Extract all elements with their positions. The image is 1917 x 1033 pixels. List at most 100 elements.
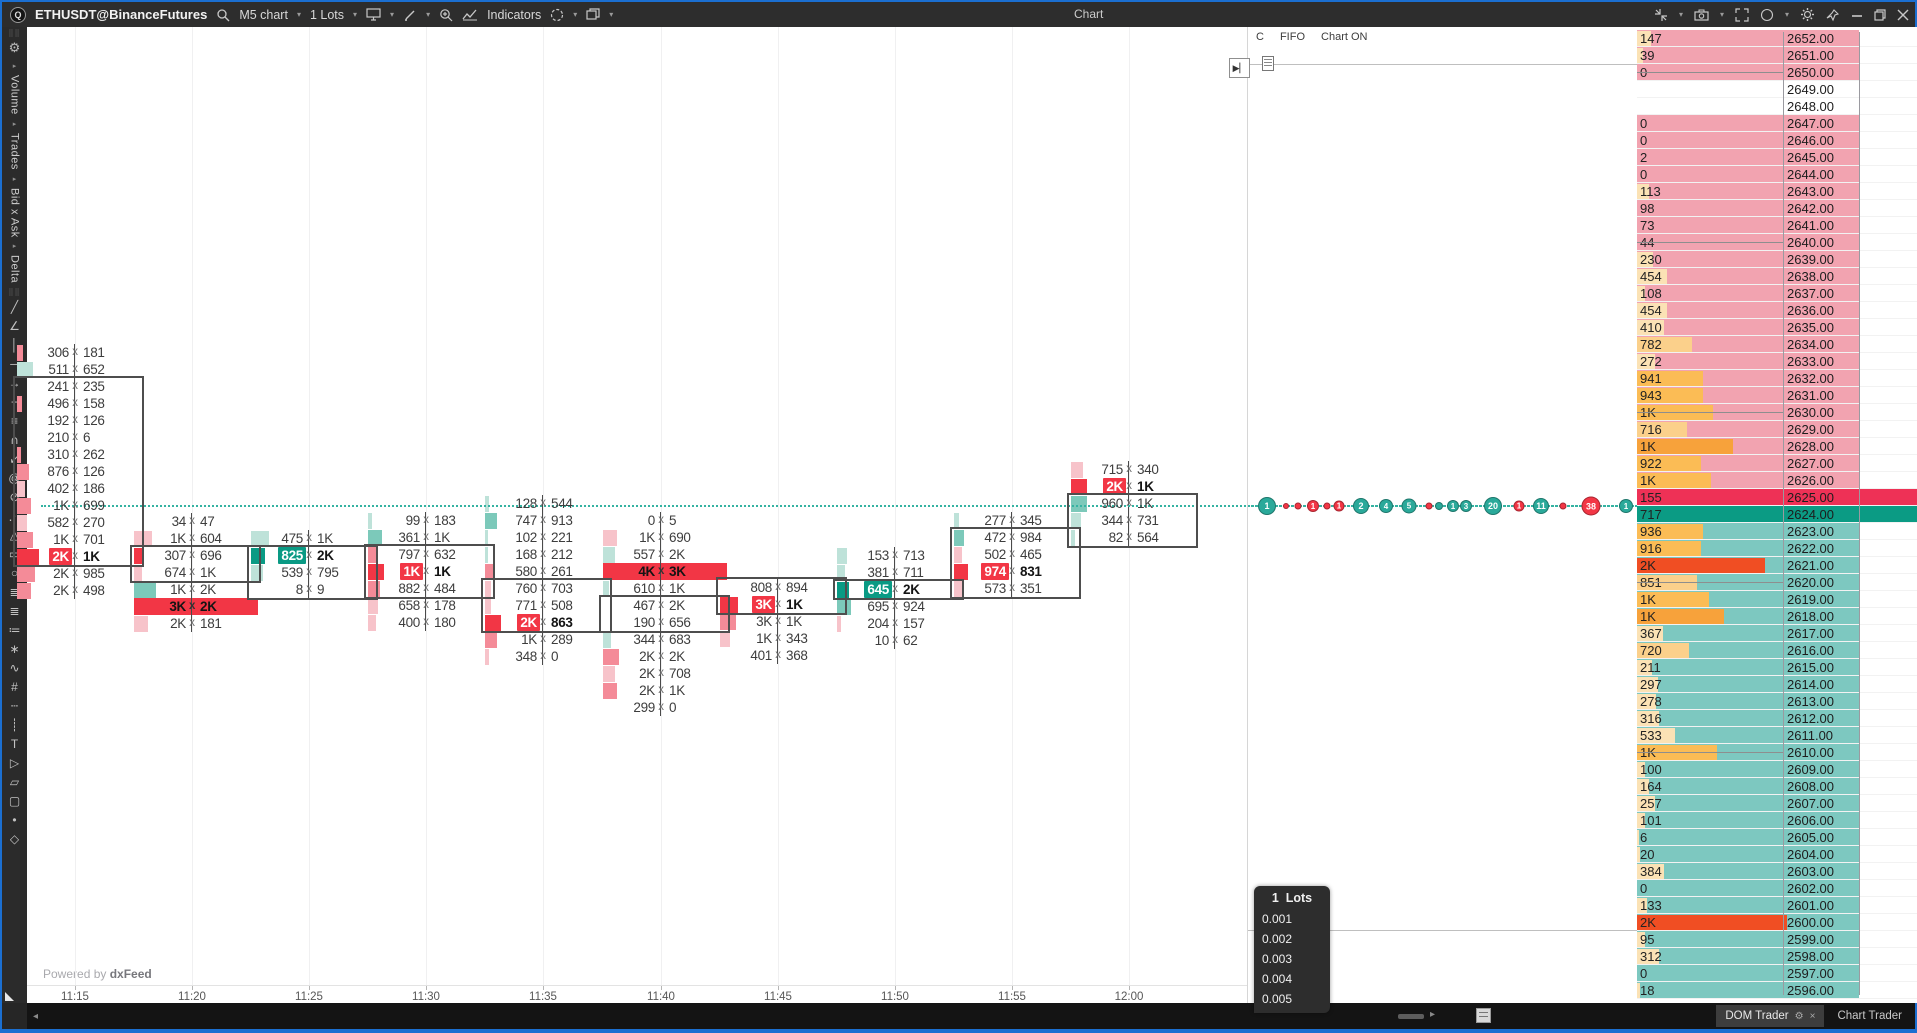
trade-volume-bubble[interactable]: 1 [1333,500,1345,512]
ellipse-tool[interactable]: ○ [10,566,19,581]
trade-volume-bubble[interactable]: 1 [1619,499,1633,513]
dom-price-row[interactable]: 44 2640.00 [1637,234,1917,251]
tag-tool[interactable]: ▷ [9,756,20,771]
search-icon[interactable] [216,8,230,22]
lots-option[interactable]: 0.004 [1262,972,1293,986]
dom-price-row[interactable]: 113 2643.00 [1637,183,1917,200]
trade-volume-bubble[interactable]: 4 [1379,499,1393,513]
dom-price-row[interactable]: 95 2599.00 [1637,931,1917,948]
dom-price-row[interactable]: 108 2637.00 [1637,285,1917,302]
footprint-cluster[interactable]: 34 x 47 1K x 604 307 x 696 674 x 1K 1K x 2K 3K x 2K 2K x 181 [130,513,261,632]
trade-volume-bubble[interactable] [1283,503,1289,509]
trade-volume-bubble[interactable]: 1 [1447,500,1459,512]
dom-price-row[interactable]: 782 2634.00 [1637,336,1917,353]
lots-option[interactable]: 0.003 [1262,952,1293,966]
dom-price-row[interactable]: 100 2609.00 [1637,761,1917,778]
dom-price-row[interactable]: 18 2596.00 [1637,982,1917,999]
lots-menu[interactable]: 1 Lots 0.001 0.002 0.003 0.004 0.005 [1254,886,1330,1013]
dom-price-row[interactable]: 2648.00 [1637,98,1917,115]
footprint-cluster[interactable]: 277 x 345 472 x 984 502 x 465 974 x 831 573 x 351 [950,512,1081,599]
trend-line-tool[interactable]: ╱ [10,300,19,315]
dotted-col-tool[interactable]: ┊ [10,718,19,733]
lots-option[interactable]: 0.001 [1262,912,1293,926]
dom-price-row[interactable]: 2K 2621.00 [1637,557,1917,574]
dom-price-row[interactable]: 278 2613.00 [1637,693,1917,710]
trade-volume-bubble[interactable]: 1 [1513,500,1525,512]
monitor-caret-icon[interactable]: ▾ [390,10,395,19]
settings-gear-icon[interactable] [1800,7,1815,22]
horizontal-line-tool[interactable]: ─ [10,357,19,372]
sidebar-section-bid-x-ask[interactable]: Bid x Ask [8,187,21,238]
trade-volume-bubble[interactable]: 1 [1307,500,1319,512]
trade-volume-bubble[interactable]: 11 [1533,498,1549,514]
dom-price-row[interactable]: 2K 2600.00 [1637,914,1917,931]
section-expand-icon[interactable]: ▸ [12,175,17,183]
dom-price-row[interactable]: 312 2598.00 [1637,948,1917,965]
trade-volume-bubble[interactable] [1559,502,1567,510]
section-expand-icon[interactable]: ▸ [12,120,17,128]
angle-tool[interactable]: ∠ [9,319,20,334]
close-button[interactable] [1897,9,1909,21]
lots-caret-icon[interactable]: ▾ [353,10,358,19]
fullscreen-icon[interactable] [1735,7,1749,22]
footprint-cluster[interactable]: 153 x 713 381 x 711 645 x 2K 695 x 924 204 x 157 10 x 62 [833,547,964,649]
toolbar-drag-handle[interactable]: ⣿⣿ [8,30,21,37]
dom-price-row[interactable]: 922 2627.00 [1637,455,1917,472]
footprint-cluster[interactable]: 0 x 5 1K x 690 557 x 2K 4K x 3K 610 x 1K 467 x 2K 190 x 656 3… [599,512,730,716]
dom-price-row[interactable]: 367 2617.00 [1637,625,1917,642]
dom-price-row[interactable]: 0 2646.00 [1637,132,1917,149]
ticks-tool[interactable]: # [11,680,18,695]
dom-price-row[interactable]: 101 2606.00 [1637,812,1917,829]
dom-price-row[interactable]: 1K 2610.00 [1637,744,1917,761]
dom-price-row[interactable]: 454 2638.00 [1637,268,1917,285]
dom-price-row[interactable]: 720 2616.00 [1637,642,1917,659]
dom-price-row[interactable]: 943 2631.00 [1637,387,1917,404]
dom-price-row[interactable]: 297 2614.00 [1637,676,1917,693]
dom-price-row[interactable]: 1K 2630.00 [1637,404,1917,421]
pencil-caret-icon[interactable]: ▾ [426,10,431,19]
layers-caret-icon[interactable]: ▾ [609,10,614,19]
lots-select[interactable]: 1 Lots [309,7,345,22]
dashed-circle-icon[interactable] [550,8,564,22]
minimize-button[interactable] [1851,9,1863,21]
footprint-cluster[interactable]: 475 x 1K 825 x 2K 539 x 795 8 x 9 [247,530,378,600]
dom-price-row[interactable]: 164 2608.00 [1637,778,1917,795]
camera-caret-icon[interactable]: ▾ [1719,10,1724,19]
theme-circle-icon[interactable] [1760,8,1774,22]
camera-icon[interactable] [1694,9,1709,21]
dom-price-row[interactable]: 133 2601.00 [1637,897,1917,914]
theme-caret-icon[interactable]: ▾ [1784,10,1789,19]
dom-price-row[interactable]: 2 2645.00 [1637,149,1917,166]
dom-price-row[interactable]: 0 2602.00 [1637,880,1917,897]
text-tool[interactable]: T [10,737,19,752]
footprint-cluster[interactable]: 128 x 544 747 x 913 102 x 221 168 x 212 580 x 261 760 x 7… [481,495,612,665]
trade-volume-bubble[interactable]: 2 [1353,498,1369,514]
dom-price-row[interactable]: 717 2624.00 [1637,506,1917,523]
dom-price-row[interactable]: 98 2642.00 [1637,200,1917,217]
scrollbar-thumb[interactable] [1398,1014,1424,1019]
footprint-cluster[interactable]: 306 x 181 511 x 652 241 x 235 496 x 158 192 x 126 210 x 6… [13,344,144,599]
dom-ladder[interactable]: 1472652.00392651.0002650.002649.002648.0… [1637,27,1917,1003]
section-expand-icon[interactable]: ▸ [12,243,17,251]
trade-volume-bubble[interactable]: 5 [1401,498,1417,514]
sidebar-section-volume[interactable]: Volume [8,75,21,115]
pin-icon[interactable] [1826,8,1840,22]
dom-price-row[interactable]: 1K 2626.00 [1637,472,1917,489]
dom-price-row[interactable]: 1K 2628.00 [1637,438,1917,455]
dom-price-row[interactable]: 936 2623.00 [1637,523,1917,540]
panel-grid-icon[interactable] [1476,1008,1491,1023]
dom-price-row[interactable]: 0 2597.00 [1637,965,1917,982]
app-logo[interactable]: Q [10,6,26,23]
trade-volume-bubble[interactable]: 3 [1460,500,1472,512]
dom-price-row[interactable]: 155 2625.00 [1637,489,1917,506]
dom-price-row[interactable]: 716 2629.00 [1637,421,1917,438]
chart-trader-panel[interactable]: C FIFO Chart ON 1 Lots 0.001 0.002 0.003 0.00… [1247,27,1637,1013]
dotted-rect-tool[interactable]: ┄ [10,699,19,714]
indicators-icon[interactable] [462,8,478,21]
go-to-realtime-button[interactable]: ▶▏ [1229,58,1250,78]
zoom-in-icon[interactable] [439,8,453,22]
dom-price-row[interactable]: 851 2620.00 [1637,574,1917,591]
composite-profile-tool[interactable]: ≣ [9,604,20,619]
bar-statistic-tool[interactable]: ≔ [8,623,21,638]
